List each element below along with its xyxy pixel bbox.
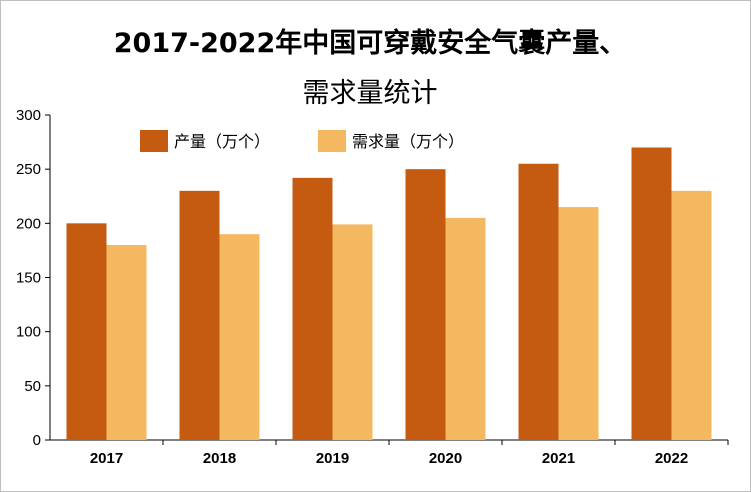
y-tick-label: 0	[33, 432, 41, 449]
x-tick-label: 2017	[90, 450, 123, 467]
y-tick-label: 250	[16, 161, 41, 178]
bar-demand-2017	[106, 245, 147, 440]
bar-demand-2018	[219, 234, 260, 440]
legend-demand-label: 需求量（万个）	[352, 132, 464, 151]
y-tick-label: 300	[16, 107, 41, 124]
bar-production-2018	[179, 190, 220, 440]
y-tick-label: 100	[16, 324, 41, 341]
x-tick-label: 2019	[316, 450, 349, 467]
bar-demand-2019	[332, 224, 373, 440]
x-tick-label: 2022	[655, 450, 688, 467]
legend-production-label: 产量（万个）	[174, 132, 270, 151]
bar-production-2022	[631, 147, 672, 440]
y-tick-label: 200	[16, 215, 41, 232]
x-tick-label: 2021	[542, 450, 575, 467]
chart-title-line-2: 需求量统计	[302, 78, 438, 109]
bar-demand-2022	[671, 190, 712, 440]
bar-production-2019	[292, 177, 333, 441]
legend-production-swatch	[140, 130, 168, 152]
legend-demand-swatch	[318, 130, 346, 152]
y-tick-label: 150	[16, 270, 41, 287]
bar-production-2017	[66, 223, 107, 440]
bar-demand-2021	[558, 207, 599, 440]
bar-demand-2020	[445, 217, 486, 440]
chart-title-line-1: 2017-2022年中国可穿戴安全气囊产量、	[113, 28, 627, 59]
bar-production-2021	[518, 163, 559, 440]
y-tick-label: 50	[24, 378, 41, 395]
x-tick-label: 2018	[203, 450, 236, 467]
x-tick-label: 2020	[429, 450, 462, 467]
bar-production-2020	[405, 169, 446, 440]
